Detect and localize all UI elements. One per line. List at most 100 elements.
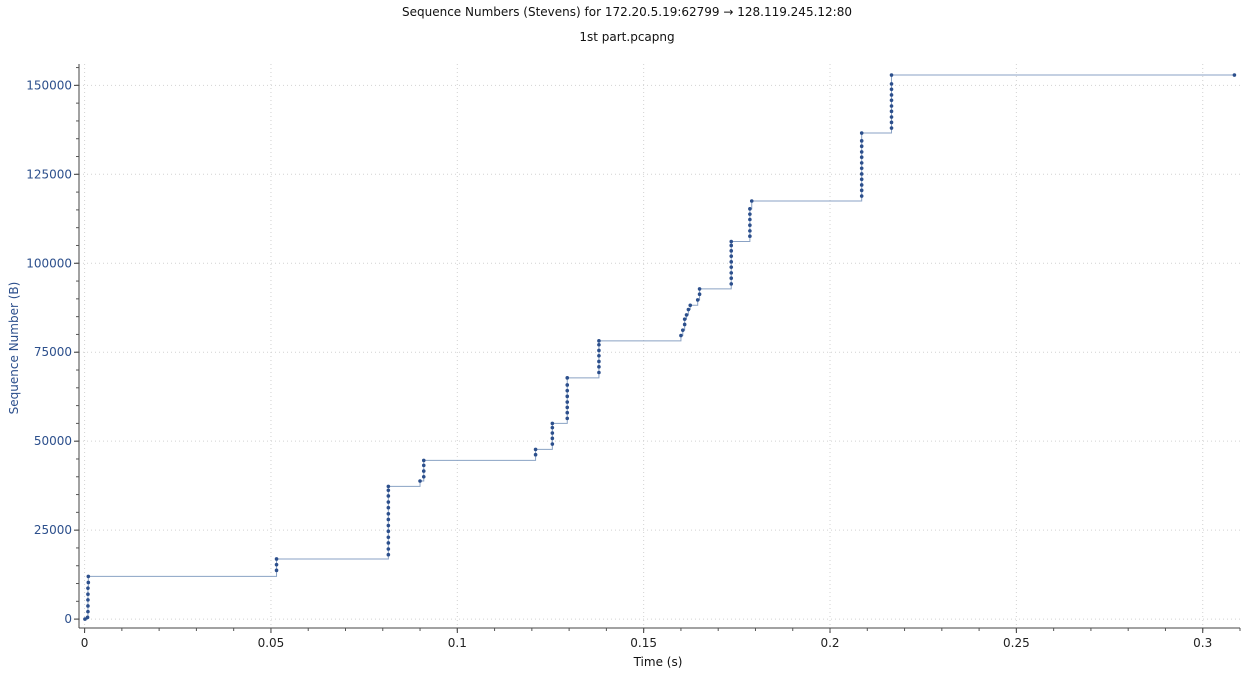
data-point	[859, 155, 864, 160]
data-point	[889, 109, 894, 114]
data-point	[748, 234, 752, 239]
x-tick-label: 0	[81, 636, 89, 650]
x-tick-label: 0.25	[1003, 636, 1030, 650]
data-point	[682, 322, 687, 327]
data-point	[86, 609, 90, 614]
grid-lines	[79, 64, 1240, 628]
data-point	[697, 292, 702, 297]
data-point	[597, 370, 601, 375]
data-point	[386, 505, 391, 510]
step-line	[84, 74, 1235, 620]
data-point	[889, 87, 894, 92]
data-point	[748, 229, 752, 233]
data-point	[597, 359, 601, 364]
data-point	[86, 592, 90, 596]
data-point	[859, 194, 864, 198]
data-point	[550, 436, 555, 441]
data-point	[889, 120, 894, 125]
data-point	[729, 271, 734, 275]
data-point	[421, 474, 426, 479]
x-axis-label: Time (s)	[633, 655, 683, 669]
data-point	[680, 328, 685, 332]
data-point	[859, 139, 864, 143]
data-point	[889, 104, 894, 108]
data-point	[85, 615, 90, 620]
chart-subtitle: 1st part.pcapng	[579, 30, 675, 44]
data-point	[597, 339, 601, 343]
data-point	[274, 557, 279, 561]
y-tick-label: 100000	[26, 256, 72, 270]
data-point	[386, 541, 391, 545]
data-point	[386, 547, 391, 551]
data-point	[83, 617, 87, 621]
data-point	[418, 479, 422, 483]
y-tick-label: 75000	[34, 345, 72, 359]
data-point	[565, 394, 570, 399]
data-point	[889, 93, 894, 97]
step-line-series	[84, 74, 1235, 620]
data-point	[386, 529, 391, 534]
y-tick-label: 25000	[34, 523, 72, 537]
data-point	[729, 260, 734, 264]
x-tick-label: 0.05	[258, 636, 285, 650]
data-point	[859, 188, 864, 193]
data-point	[889, 73, 894, 77]
data-point	[565, 416, 570, 421]
data-point	[889, 115, 894, 119]
y-axis-label: Sequence Number (B)	[7, 282, 21, 415]
data-point	[686, 307, 691, 312]
data-point	[682, 317, 687, 321]
x-tick-label: 0.2	[820, 636, 839, 650]
data-point	[729, 276, 734, 281]
x-tick-label: 0.15	[630, 636, 657, 650]
data-point	[684, 313, 689, 317]
data-point	[859, 131, 864, 135]
y-tick-label: 150000	[26, 78, 72, 92]
data-point	[859, 177, 864, 182]
y-tick-label: 0	[64, 612, 72, 626]
data-point	[550, 431, 555, 435]
data-point	[274, 562, 279, 567]
y-axis-ticks: 0 25000 50000 75000 100000 125000 150000	[26, 67, 79, 626]
data-point	[748, 207, 752, 211]
data-point	[679, 333, 683, 338]
data-point	[889, 98, 894, 103]
data-point	[386, 523, 391, 528]
data-point	[859, 172, 864, 176]
data-point	[729, 243, 734, 248]
data-point	[729, 265, 734, 269]
data-point	[889, 126, 894, 130]
data-point	[859, 166, 864, 171]
data-point	[729, 282, 734, 286]
data-points	[83, 73, 1237, 621]
axes	[78, 64, 1240, 629]
data-point	[565, 376, 570, 380]
data-point	[86, 580, 91, 585]
data-point	[688, 303, 693, 308]
data-point	[86, 574, 91, 579]
data-point	[86, 604, 90, 608]
data-point	[386, 488, 391, 493]
data-point	[550, 442, 555, 446]
data-point	[386, 517, 391, 522]
data-point	[748, 217, 752, 222]
data-point	[533, 447, 538, 452]
data-point	[1232, 73, 1237, 77]
data-point	[565, 383, 570, 387]
x-axis-ticks: 0 0.05 0.1 0.15 0.2 0.25 0.3	[81, 628, 1241, 650]
data-point	[695, 298, 700, 302]
data-point	[565, 400, 570, 404]
data-point	[748, 212, 752, 216]
data-point	[859, 161, 864, 165]
data-point	[697, 287, 702, 291]
data-point	[386, 484, 391, 489]
data-point	[729, 239, 734, 244]
y-tick-label: 125000	[26, 167, 72, 181]
data-point	[421, 469, 426, 473]
data-point	[86, 598, 90, 602]
data-point	[889, 82, 894, 86]
data-point	[748, 223, 752, 227]
chart-title: Sequence Numbers (Stevens) for 172.20.5.…	[402, 5, 852, 19]
data-point	[550, 421, 555, 426]
